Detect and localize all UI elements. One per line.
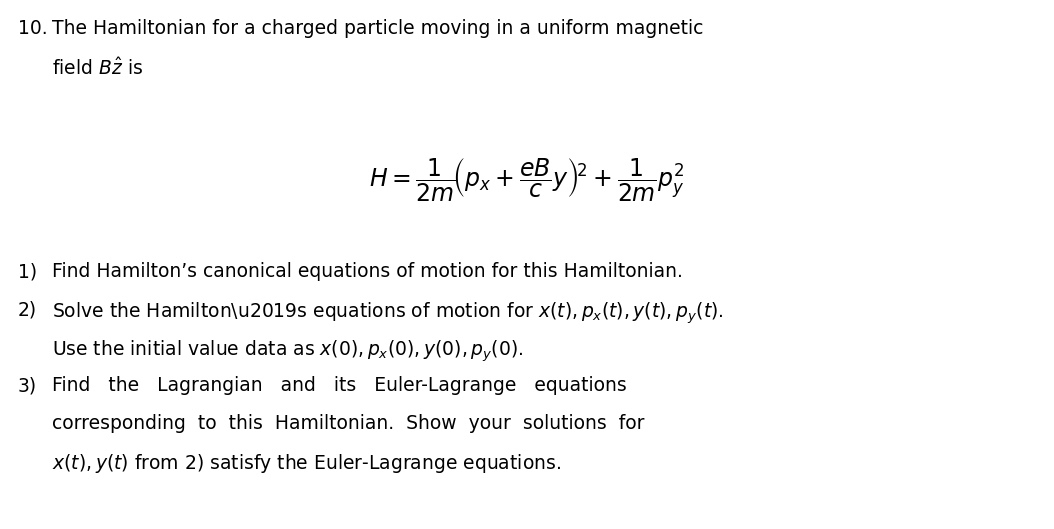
Text: $x(t), y(t)$ from 2) satisfy the Euler-Lagrange equations.: $x(t), y(t)$ from 2) satisfy the Euler-L…: [52, 452, 561, 475]
Text: corresponding  to  this  Hamiltonian.  Show  your  solutions  for: corresponding to this Hamiltonian. Show …: [52, 414, 644, 433]
Text: Use the initial value data as $x(0), p_x(0), y(0), p_y(0)$.: Use the initial value data as $x(0), p_x…: [52, 338, 524, 363]
Text: $H = \dfrac{1}{2m}\!\left(p_x + \dfrac{eB}{c}y\right)^{\!2} + \dfrac{1}{2m}p_y^2: $H = \dfrac{1}{2m}\!\left(p_x + \dfrac{e…: [369, 157, 685, 204]
Text: Find   the   Lagrangian   and   its   Euler-Lagrange   equations: Find the Lagrangian and its Euler-Lagran…: [52, 376, 627, 395]
Text: The Hamiltonian for a charged particle moving in a uniform magnetic: The Hamiltonian for a charged particle m…: [52, 19, 703, 38]
Text: field $B\hat{z}$ is: field $B\hat{z}$ is: [52, 57, 143, 79]
Text: 2): 2): [18, 300, 37, 319]
Text: 1): 1): [18, 262, 37, 281]
Text: 10.: 10.: [18, 19, 47, 38]
Text: 3): 3): [18, 376, 37, 395]
Text: Find Hamilton’s canonical equations of motion for this Hamiltonian.: Find Hamilton’s canonical equations of m…: [52, 262, 683, 281]
Text: Solve the Hamilton\u2019s equations of motion for $x(t), p_x(t), y(t), p_y(t)$.: Solve the Hamilton\u2019s equations of m…: [52, 300, 724, 325]
